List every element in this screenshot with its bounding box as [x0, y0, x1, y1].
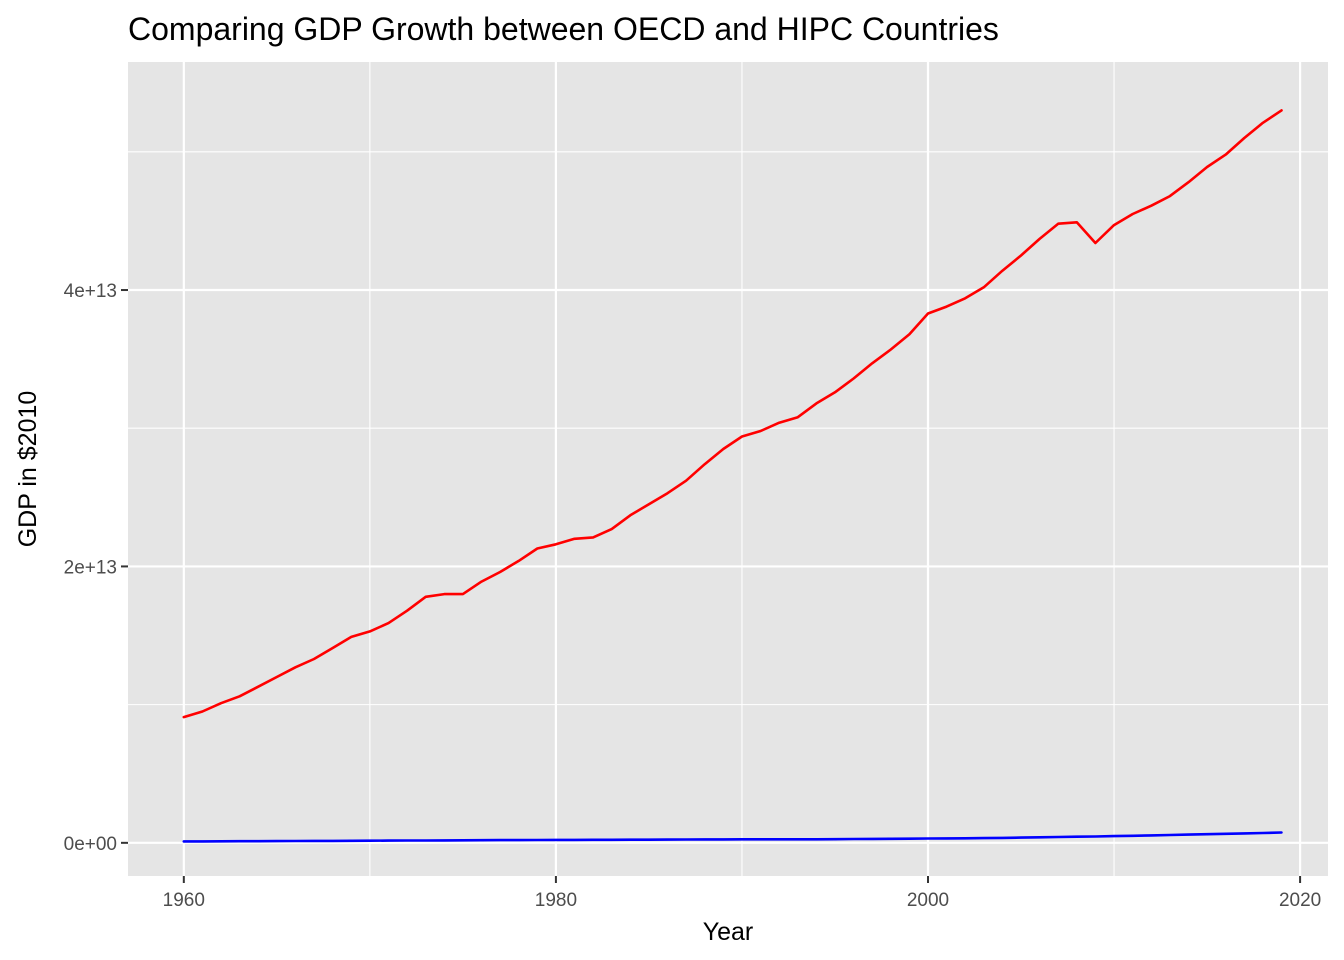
plot-panel [128, 62, 1328, 876]
chart-title: Comparing GDP Growth between OECD and HI… [128, 11, 999, 47]
y-axis: 0e+00 2e+13 4e+13 [64, 281, 128, 855]
y-tick-label: 0e+00 [64, 834, 117, 855]
x-tick-label: 2020 [1279, 890, 1321, 911]
x-tick-label: 2000 [907, 890, 949, 911]
y-axis-title: GDP in $2010 [14, 391, 42, 548]
x-tick-label: 1980 [535, 890, 577, 911]
series-layer [182, 109, 1283, 843]
major-gridlines [128, 62, 1328, 876]
x-tick-label: 1960 [163, 890, 205, 911]
series-line-hipc [182, 831, 1283, 843]
x-axis: 1960 1980 2000 2020 [163, 876, 1321, 911]
minor-gridlines [128, 62, 1328, 876]
x-axis-title: Year [703, 918, 754, 946]
y-tick-label: 4e+13 [64, 281, 117, 302]
y-tick-label: 2e+13 [64, 557, 117, 578]
series-line-oecd [182, 109, 1283, 719]
